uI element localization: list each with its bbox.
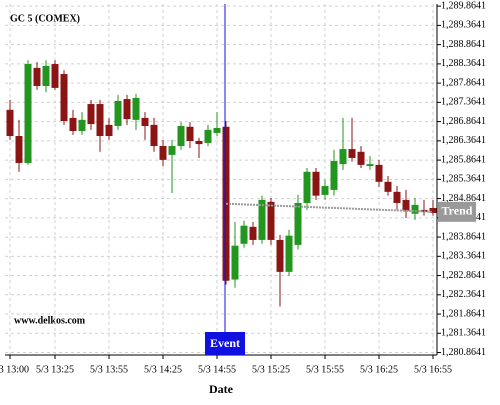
x-tick-label: 5/3 16:25 bbox=[360, 364, 398, 375]
event-label: Event bbox=[210, 336, 240, 350]
x-tick-label: 5/3 16:55 bbox=[414, 364, 452, 375]
candle-body bbox=[375, 164, 383, 182]
candle-body bbox=[384, 181, 392, 192]
candle-body bbox=[96, 104, 104, 137]
x-tick-label: 5/3 13:25 bbox=[36, 364, 74, 375]
candle-body bbox=[42, 65, 50, 86]
candle-body bbox=[402, 199, 410, 211]
x-tick-label: 5/3 15:25 bbox=[252, 364, 290, 375]
candle-body bbox=[24, 64, 32, 163]
y-tick-label: 1,284.8641 bbox=[441, 193, 486, 204]
candle-body bbox=[366, 164, 374, 167]
candle-body bbox=[303, 171, 311, 203]
candle-body bbox=[114, 100, 122, 127]
y-tick-label: 1,288.8641 bbox=[441, 39, 486, 50]
y-tick-label: 1,281.8641 bbox=[441, 308, 486, 319]
trend-label-box bbox=[438, 201, 476, 222]
y-tick-label: 1,289.8641 bbox=[441, 0, 486, 11]
x-axis-label: Date bbox=[209, 382, 234, 396]
candle-body bbox=[312, 171, 320, 196]
y-tick-label: 1,287.3641 bbox=[441, 97, 486, 108]
trend-label: Trend bbox=[442, 204, 473, 218]
candle-body bbox=[186, 126, 194, 142]
y-tick-label: 1,281.3641 bbox=[441, 328, 486, 339]
y-tick-label: 1,282.3641 bbox=[441, 289, 486, 300]
chart-title: GC 5 (COMEX) bbox=[10, 13, 80, 24]
candle-body bbox=[105, 124, 113, 137]
x-tick-label: 5/3 14:25 bbox=[144, 364, 182, 375]
candle-body bbox=[141, 117, 149, 127]
candle-body bbox=[123, 99, 131, 120]
candle-body bbox=[357, 151, 365, 165]
y-tick-label: 1,282.8641 bbox=[441, 270, 486, 281]
candle-body bbox=[6, 109, 14, 137]
candle-body bbox=[204, 129, 212, 143]
y-tick-label: 1,288.3641 bbox=[441, 58, 486, 69]
candle-body bbox=[87, 104, 95, 125]
candle-body bbox=[132, 97, 140, 120]
candle-body bbox=[294, 202, 302, 245]
candle-body bbox=[159, 146, 167, 160]
x-tick-label: 5/3 15:55 bbox=[306, 364, 344, 375]
candle-body bbox=[276, 239, 284, 272]
candle-body bbox=[249, 226, 257, 240]
y-tick-label: 1,283.8641 bbox=[441, 231, 486, 242]
y-tick-label: 1,289.3641 bbox=[441, 20, 486, 31]
candle-body bbox=[240, 225, 248, 244]
candle-body bbox=[195, 141, 203, 145]
candle-body bbox=[231, 245, 239, 280]
candle-body bbox=[150, 124, 158, 147]
x-tick-label: 5/3 14:55 bbox=[198, 364, 236, 375]
x-tick-label: 5/3 13:55 bbox=[90, 364, 128, 375]
y-tick-label: 1,286.8641 bbox=[441, 116, 486, 127]
y-tick-label: 1,280.8641 bbox=[441, 347, 486, 358]
y-tick-label: 1,286.3641 bbox=[441, 135, 486, 146]
watermark: www.delkos.com bbox=[14, 315, 86, 326]
y-tick-label: 1,285.3641 bbox=[441, 174, 486, 185]
candle-body bbox=[411, 204, 419, 214]
candle-body bbox=[33, 67, 41, 86]
y-tick-label: 1,285.8641 bbox=[441, 154, 486, 165]
candle-body bbox=[15, 136, 23, 163]
candle-body bbox=[258, 199, 266, 240]
candle-body bbox=[330, 161, 338, 190]
candle-body bbox=[69, 117, 77, 132]
candle-body bbox=[429, 207, 437, 213]
candle-body bbox=[60, 74, 68, 121]
candle-body bbox=[393, 191, 401, 203]
candle-body bbox=[168, 146, 176, 155]
candle-body bbox=[321, 186, 329, 195]
candle-body bbox=[348, 149, 356, 158]
candle-body bbox=[213, 127, 221, 133]
candle-body bbox=[78, 119, 86, 132]
y-tick-label: 1,287.8641 bbox=[441, 77, 486, 88]
candle-body bbox=[177, 126, 185, 147]
x-tick-label: 5/3 13:00 bbox=[0, 364, 29, 375]
candle-body bbox=[339, 149, 347, 165]
candle-body bbox=[267, 201, 275, 240]
y-tick-label: 1,283.3641 bbox=[441, 251, 486, 262]
event-label-box bbox=[205, 332, 245, 355]
candle-body bbox=[51, 64, 59, 88]
trend-line bbox=[225, 202, 434, 213]
candle-body bbox=[285, 235, 293, 272]
